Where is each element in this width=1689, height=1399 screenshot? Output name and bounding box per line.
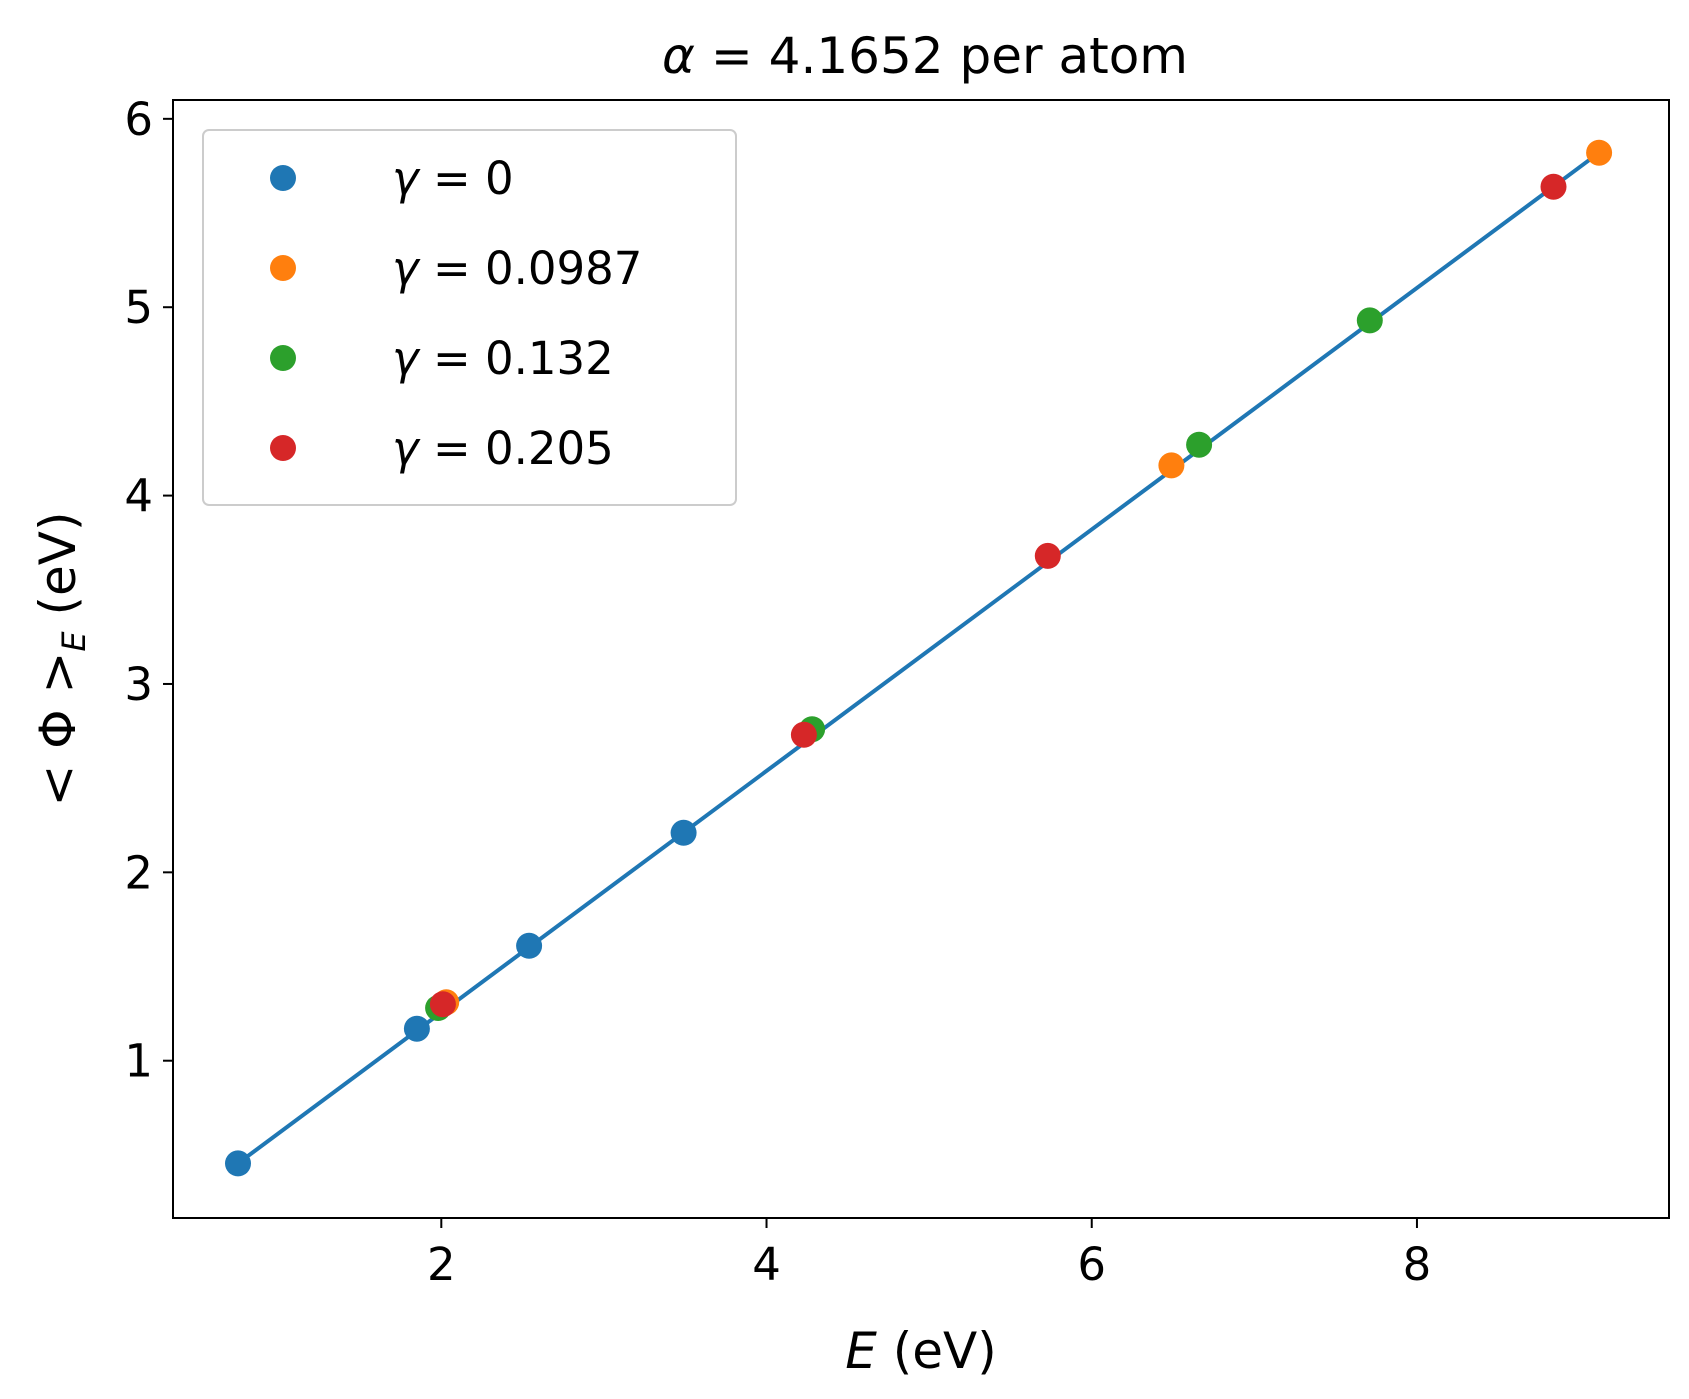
data-point bbox=[1540, 173, 1567, 200]
data-point bbox=[1586, 139, 1613, 166]
y-tick-label: 1 bbox=[124, 1035, 153, 1088]
data-point bbox=[790, 721, 817, 748]
series-3 bbox=[429, 173, 1567, 1018]
y-axis-label: < Φ >E (eV) bbox=[29, 511, 93, 806]
x-tick-label: 4 bbox=[752, 1238, 781, 1291]
legend-label: γ = 0.132 bbox=[392, 332, 614, 385]
data-point bbox=[516, 932, 543, 959]
y-tick-label: 4 bbox=[124, 470, 153, 523]
legend-symbol: γ bbox=[392, 152, 421, 205]
title-text: = 4.1652 per atom bbox=[695, 27, 1188, 85]
y-tick-label: 3 bbox=[124, 658, 153, 711]
x-axis-label-unit: (eV) bbox=[877, 1322, 997, 1380]
legend-entry: γ = 0.0987 bbox=[270, 242, 642, 295]
y-axis-ticks: 1 2 3 4 5 6 bbox=[124, 93, 173, 1088]
legend-label: γ = 0 bbox=[392, 152, 514, 205]
y-axis-label-unit: (eV) bbox=[29, 511, 87, 631]
legend-marker bbox=[270, 435, 296, 461]
legend-value: = 0.132 bbox=[419, 332, 614, 385]
title-symbol: α bbox=[662, 27, 695, 85]
x-axis-label-symbol: E bbox=[845, 1322, 877, 1380]
series-0 bbox=[225, 819, 697, 1177]
legend-marker bbox=[270, 165, 296, 191]
chart-title: α = 4.1652 per atom bbox=[662, 27, 1188, 85]
data-point bbox=[1356, 307, 1383, 334]
legend-label: γ = 0.205 bbox=[392, 422, 614, 475]
legend-entry: γ = 0.205 bbox=[270, 422, 614, 475]
data-point bbox=[1186, 431, 1213, 458]
data-point bbox=[1158, 452, 1185, 479]
x-tick-label: 2 bbox=[427, 1238, 456, 1291]
legend-value: = 0 bbox=[419, 152, 514, 205]
legend-marker bbox=[270, 345, 296, 371]
y-tick-label: 2 bbox=[124, 846, 153, 899]
x-tick-label: 6 bbox=[1077, 1238, 1106, 1291]
data-point bbox=[429, 991, 456, 1018]
legend-value: = 0.0987 bbox=[419, 242, 643, 295]
x-axis-ticks: 2 4 6 8 bbox=[427, 1218, 1431, 1291]
y-tick-label: 6 bbox=[124, 93, 153, 146]
legend-label: γ = 0.0987 bbox=[392, 242, 642, 295]
x-tick-label: 8 bbox=[1403, 1238, 1432, 1291]
y-axis-label-main: < Φ > bbox=[29, 652, 87, 807]
legend-value: = 0.205 bbox=[419, 422, 614, 475]
legend-symbol: γ bbox=[392, 242, 421, 295]
x-axis-label: E (eV) bbox=[845, 1322, 996, 1380]
legend-symbol: γ bbox=[392, 422, 421, 475]
legend-entry: γ = 0 bbox=[270, 152, 514, 205]
data-point bbox=[225, 1150, 251, 1177]
data-point bbox=[1034, 542, 1061, 569]
data-point bbox=[403, 1015, 430, 1042]
legend-box bbox=[202, 129, 737, 506]
y-tick-label: 5 bbox=[124, 281, 153, 334]
y-axis-label-subscript: E bbox=[55, 631, 93, 652]
data-point bbox=[670, 819, 697, 846]
plot-area bbox=[225, 139, 1613, 1177]
axes-frame bbox=[172, 99, 1670, 1219]
legend-symbol: γ bbox=[392, 332, 421, 385]
legend-marker bbox=[270, 255, 296, 281]
legend-entry: γ = 0.132 bbox=[270, 332, 614, 385]
